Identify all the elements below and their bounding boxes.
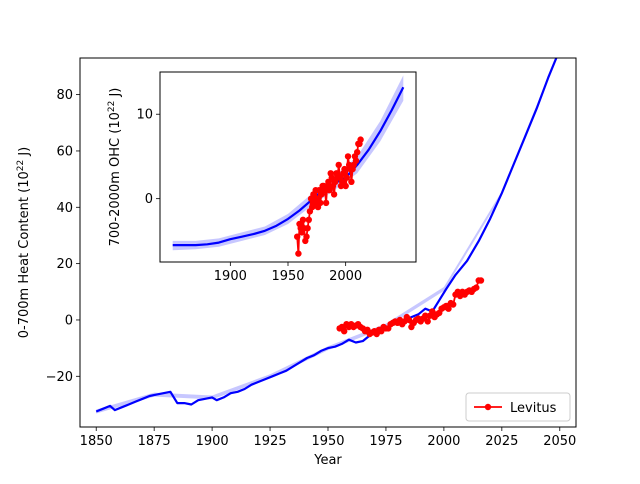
- inset-levitus-point: [303, 233, 310, 240]
- inset-x-tick-label: 1900: [214, 269, 247, 284]
- inset-levitus-point: [348, 178, 355, 185]
- main-levitus-point: [424, 318, 431, 325]
- main-levitus-point: [341, 328, 348, 335]
- inset-levitus-point: [352, 157, 360, 164]
- inset-levitus-point: [344, 153, 352, 160]
- main-x-tick-label: 2000: [427, 434, 460, 449]
- main-y-tick-label: 40: [56, 201, 73, 216]
- legend: Levitus: [465, 392, 571, 422]
- main-x-tick-label: 1900: [196, 434, 229, 449]
- inset-levitus-point: [313, 195, 320, 202]
- legend-levitus-marker: [484, 403, 492, 411]
- legend-box: [465, 392, 571, 422]
- main-levitus-point: [429, 308, 436, 315]
- inset-levitus-point: [342, 182, 349, 190]
- main-x-tick-label: 1875: [138, 434, 171, 449]
- inset-levitus-point: [341, 165, 348, 173]
- inset-levitus-point: [357, 136, 364, 143]
- inset-levitus-point: [305, 216, 312, 223]
- legend-levitus-label: Levitus: [510, 401, 557, 416]
- main-model-line: [95, 58, 558, 413]
- inset-plot-background: [160, 72, 416, 262]
- inset-x-tick-label: 2000: [329, 269, 362, 284]
- main-y-tick-label: 60: [56, 144, 73, 159]
- inset-plot-area: [172, 75, 405, 257]
- inset-levitus-point: [299, 216, 307, 223]
- main-x-tick-label: 1850: [80, 434, 113, 449]
- main-y-tick-label: 80: [56, 88, 73, 103]
- inset-levitus-point: [330, 191, 338, 198]
- main-y-tick-label: 0: [65, 313, 73, 328]
- inset-levitus-point: [343, 174, 350, 181]
- main-levitus-point: [422, 312, 429, 319]
- main-levitus-point: [450, 301, 457, 308]
- main-x-tick-label: 1975: [369, 434, 402, 449]
- inset-levitus-point: [318, 191, 325, 198]
- inset-levitus-point: [354, 149, 361, 156]
- inset-model-line: [172, 86, 405, 247]
- main-x-axis-label: Year: [313, 453, 342, 468]
- main-levitus-point: [405, 316, 413, 324]
- inset-y-tick-label: 10: [136, 108, 153, 123]
- inset-levitus-point: [295, 250, 302, 257]
- main-plot-area: [95, 58, 558, 414]
- main-x-tick-label: 2025: [485, 434, 518, 449]
- main-x-tick-label: 1925: [254, 434, 287, 449]
- main-y-tick-label: 20: [56, 257, 73, 272]
- main-x-tick-label: 1950: [311, 434, 344, 449]
- main-y-axis-label: 0-700m Heat Content (1022 J): [16, 147, 32, 339]
- inset-levitus-point: [304, 225, 311, 232]
- inset-levitus-point: [328, 174, 335, 181]
- main-x-tick-label: 2050: [543, 434, 576, 449]
- inset-levitus-point: [339, 178, 346, 185]
- inset-levitus-point: [322, 199, 330, 207]
- main-levitus-point: [477, 277, 485, 284]
- inset-levitus-point: [335, 161, 342, 169]
- inset-x-tick-label: 1950: [271, 269, 304, 284]
- inset-axes-group: 1900 1950 2000 0 10 700-2000m OHC (1022 J): [107, 71, 417, 284]
- main-levitus-point: [445, 305, 452, 312]
- main-y-tick-label: −20: [46, 370, 73, 385]
- inset-levitus-point: [326, 187, 333, 194]
- inset-levitus-point: [317, 199, 324, 207]
- inset-y-axis-label: 700-2000m OHC (1022 J): [107, 88, 123, 247]
- inset-levitus-point: [294, 233, 301, 240]
- main-levitus-point: [473, 284, 480, 291]
- inset-y-tick-label: 0: [145, 192, 153, 207]
